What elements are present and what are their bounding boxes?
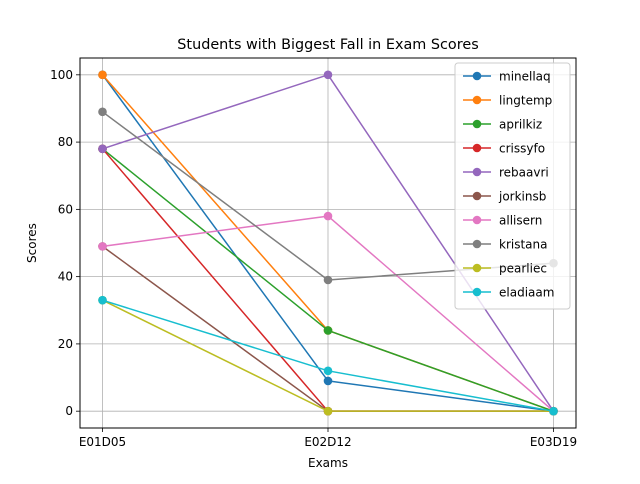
data-point <box>323 275 333 285</box>
legend-item: minellaq <box>463 70 551 84</box>
data-point <box>323 211 333 221</box>
y-tick-label: 0 <box>65 404 73 418</box>
legend-label: crissyfo <box>499 142 545 156</box>
legend-item: allisern <box>463 214 542 228</box>
x-tick-label: E01D05 <box>79 435 126 449</box>
legend-marker <box>472 239 482 249</box>
y-tick-label: 60 <box>58 202 73 216</box>
x-tick-label: E03D19 <box>530 435 577 449</box>
data-point <box>323 326 333 335</box>
chart-title: Students with Biggest Fall in Exam Score… <box>177 37 478 53</box>
x-tick-label: E02D12 <box>304 435 351 449</box>
legend-item: rebaavri <box>463 166 549 180</box>
legend-item: kristana <box>463 238 548 252</box>
legend-label: minellaq <box>499 70 551 84</box>
legend-label: kristana <box>499 238 548 252</box>
data-point <box>323 366 333 376</box>
data-point <box>323 376 333 386</box>
data-point <box>98 295 107 305</box>
legend-marker <box>472 95 482 105</box>
y-tick-label: 100 <box>50 68 73 82</box>
legend-marker <box>472 287 482 297</box>
legend-item: jorkinsb <box>463 190 546 204</box>
data-point <box>323 70 333 80</box>
legend: minellaq lingtemp aprilkiz crissyfo rebaavri… <box>454 62 571 310</box>
legend-marker <box>472 167 482 177</box>
series-layer <box>98 70 558 416</box>
y-axis-ticks: 0 20 40 60 80 100 <box>50 68 80 418</box>
legend-label: jorkinsb <box>498 190 546 204</box>
legend-marker <box>472 71 482 81</box>
legend-item: crissyfo <box>463 142 545 156</box>
x-axis-label: Exams <box>308 456 348 470</box>
y-tick-label: 20 <box>58 337 73 351</box>
legend-label: lingtemp <box>499 94 552 108</box>
legend-label: rebaavri <box>499 166 549 180</box>
x-axis-ticks: E01D05 E02D12 E03D19 <box>79 428 577 449</box>
legend-marker <box>472 143 482 153</box>
y-tick-label: 40 <box>58 270 73 284</box>
legend-item: lingtemp <box>463 94 552 108</box>
data-point <box>549 406 558 416</box>
y-tick-label: 80 <box>58 135 73 149</box>
data-point <box>98 70 107 80</box>
data-point <box>98 242 107 251</box>
y-axis-label: Scores <box>25 223 39 263</box>
data-point <box>98 144 107 154</box>
legend-label: allisern <box>499 214 542 228</box>
legend-label: eladiaam <box>499 286 554 300</box>
data-point <box>323 406 333 416</box>
legend-marker <box>472 263 482 273</box>
legend-item: eladiaam <box>463 286 554 300</box>
series-eladiaam <box>98 295 558 416</box>
data-point <box>98 107 107 117</box>
legend-item: pearliec <box>463 262 547 276</box>
legend-marker <box>472 215 482 225</box>
legend-marker <box>472 191 482 201</box>
legend-marker <box>472 119 482 129</box>
legend-label: pearliec <box>499 262 547 276</box>
legend-item: aprilkiz <box>463 118 542 132</box>
legend-label: aprilkiz <box>499 118 542 132</box>
